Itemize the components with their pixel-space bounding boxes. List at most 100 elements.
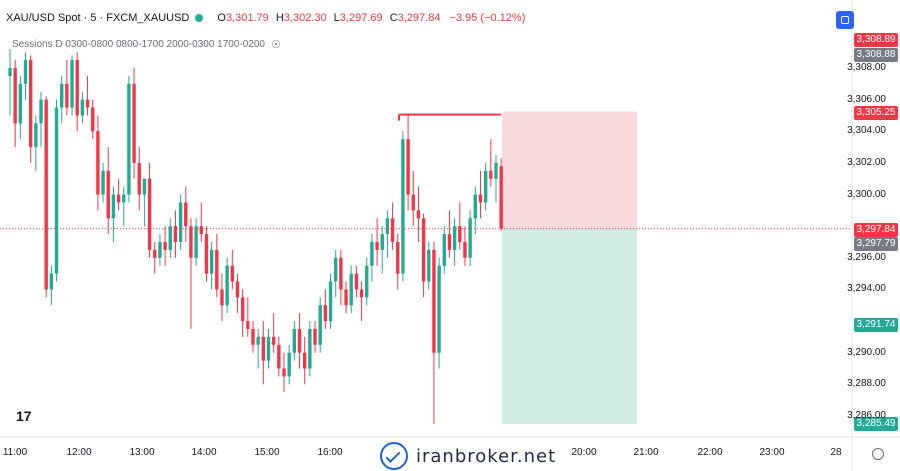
candle-body — [282, 368, 286, 377]
candle-body — [122, 194, 126, 203]
candle-body — [261, 336, 266, 361]
candle-body — [478, 194, 483, 203]
candle-body — [277, 344, 281, 369]
y-tick-label: 3,296.00 — [847, 251, 886, 263]
x-tick-label: 22:00 — [697, 447, 723, 458]
candle-body — [137, 162, 141, 195]
candle-body — [111, 194, 116, 219]
candle-body — [70, 60, 74, 108]
x-tick-label: 12:00 — [66, 447, 92, 458]
candle-body — [65, 83, 69, 108]
sessions-indicator[interactable]: Sessions D 0300-0800 0800-1700 2000-0300… — [12, 38, 281, 51]
take-profit-zone — [502, 228, 637, 425]
price-tag[interactable]: 3,285.49 — [854, 417, 898, 431]
tradingview-logo-icon[interactable]: 17 — [16, 408, 32, 424]
candle-body — [339, 257, 343, 290]
x-tick-label: 14:00 — [191, 447, 217, 458]
eye-icon[interactable]: ☉ — [270, 39, 281, 51]
market-status-icon — [195, 14, 204, 22]
candle-body — [432, 249, 436, 353]
candle-body — [287, 352, 291, 377]
price-tag[interactable]: 3,291.74 — [854, 318, 898, 332]
candle-body — [380, 234, 384, 250]
candle-body — [468, 218, 472, 258]
candle-body — [256, 336, 260, 345]
candle-body — [101, 170, 105, 195]
candle-body — [323, 305, 328, 322]
open-value: 3,301.79 — [225, 12, 269, 24]
candle-body — [240, 297, 245, 322]
change-value: −3.95 (−0.12%) — [449, 12, 526, 24]
candle-body — [251, 329, 255, 345]
candle-body — [266, 336, 271, 361]
x-tick-label: 23:00 — [759, 447, 785, 458]
candle-body — [292, 329, 297, 353]
candle-body — [54, 107, 59, 274]
candle-body — [313, 329, 317, 345]
candle-body — [34, 123, 38, 148]
y-tick-label: 3,294.00 — [847, 283, 886, 295]
candle-body — [28, 60, 33, 148]
candle-body — [411, 194, 415, 211]
candle-body — [85, 99, 90, 108]
candle-body — [39, 99, 43, 124]
candle-body — [447, 234, 452, 250]
candle-body — [271, 336, 276, 345]
scroll-to-realtime-icon[interactable] — [836, 11, 854, 29]
candle-body — [349, 273, 353, 306]
y-tick-label: 3,288.00 — [847, 378, 886, 390]
candle-body — [13, 68, 17, 124]
candle-body — [153, 249, 157, 258]
candle-body — [396, 242, 400, 274]
candle-body — [142, 178, 147, 195]
watermark: iranbroker.net — [380, 442, 556, 470]
candle-body — [18, 83, 23, 124]
price-tag[interactable]: 3,297.79 — [854, 237, 898, 251]
candle-body — [302, 352, 307, 369]
price-tag[interactable]: 3,308.89 — [854, 33, 898, 47]
candle-body — [225, 265, 229, 306]
candle-body — [215, 249, 219, 290]
ohlc-values: O3,301.79 H3,302.30 L3,297.69 C3,297.84 … — [217, 12, 526, 24]
candle-body — [421, 218, 426, 282]
candle-body — [204, 234, 209, 274]
candle-body — [385, 218, 390, 235]
watermark-logo-icon — [380, 442, 408, 470]
candle-body — [390, 218, 395, 242]
candle-body — [163, 242, 167, 250]
high-value: 3,302.30 — [283, 12, 327, 24]
candle-body — [318, 305, 322, 345]
candle-body — [178, 202, 183, 242]
candle-body — [499, 166, 503, 229]
candle-body — [80, 99, 85, 116]
low-value: 3,297.69 — [339, 12, 383, 24]
candle-body — [147, 178, 152, 250]
candle-body — [473, 194, 477, 219]
x-tick-label: 16:00 — [317, 447, 343, 458]
candle-body — [359, 289, 364, 298]
candle-body — [127, 83, 131, 195]
x-tick-label: 13:00 — [129, 447, 155, 458]
y-tick-label: 3,304.00 — [847, 125, 886, 137]
candle-body — [184, 202, 188, 227]
candle-body — [370, 242, 374, 266]
chart-settings-icon[interactable] — [872, 448, 884, 460]
candle-body — [458, 226, 462, 242]
close-value: 3,297.84 — [397, 12, 441, 24]
candle-body — [308, 329, 312, 369]
x-tick-label: 15:00 — [254, 447, 280, 458]
x-tick-label: 11:00 — [2, 447, 28, 458]
candle-body — [463, 242, 467, 258]
candle-body — [365, 265, 369, 298]
candle-body — [489, 170, 493, 179]
price-tag[interactable]: 3,297.84 — [854, 223, 898, 237]
symbol-title[interactable]: XAU/USD Spot · 5 · FXCM_XAUUSD — [6, 12, 190, 24]
candle-body — [96, 131, 100, 195]
candle-body — [334, 257, 338, 282]
price-tag[interactable]: 3,305.25 — [854, 106, 898, 120]
candle-body — [194, 226, 198, 258]
candle-body — [220, 289, 224, 306]
price-tag[interactable]: 3,308.88 — [854, 48, 898, 62]
symbol-legend[interactable]: XAU/USD Spot · 5 · FXCM_XAUUSD O3,301.79… — [6, 12, 525, 24]
